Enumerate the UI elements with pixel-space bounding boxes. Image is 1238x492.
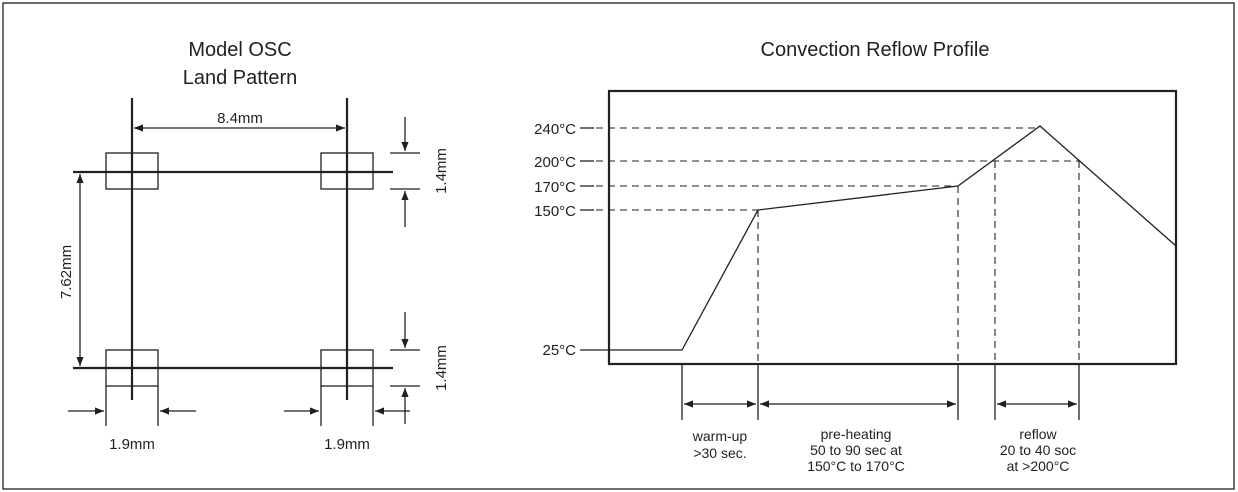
dim-label-top-pad-height: 1.4mm xyxy=(433,148,450,194)
reflow-profile-curve xyxy=(580,125,1177,351)
dim-label-height: 7.62mm xyxy=(58,245,75,299)
reflow-plot-box xyxy=(607,89,1178,366)
phase-label-preheat-line3: 150°C to 170°C xyxy=(807,458,905,474)
pad-top-right xyxy=(320,152,374,190)
land-pattern-title-line1: Model OSC xyxy=(188,39,291,61)
phase-label-reflow-line1: reflow xyxy=(1019,426,1057,442)
phase-label-reflow-line2: 20 to 40 soc xyxy=(1000,442,1076,458)
pad-bottom-left xyxy=(105,349,159,387)
pad-bottom-right xyxy=(320,349,374,387)
land-pattern-title-line2: Land Pattern xyxy=(183,67,298,89)
phase-label-preheat-line1: pre-heating xyxy=(821,426,892,442)
temp-label-25: 25°C xyxy=(542,342,576,359)
dim-label-right-pad-width: 1.9mm xyxy=(324,436,370,453)
temp-label-240: 240°C xyxy=(534,121,576,138)
phase-label-warmup-line2: >30 sec. xyxy=(693,445,746,461)
land-pattern-diagram: Model OSC Land Pattern 8.4mm 7.62mm 1.4m… xyxy=(58,39,450,453)
dim-label-left-pad-width: 1.9mm xyxy=(109,436,155,453)
dim-label-bottom-pad-height: 1.4mm xyxy=(433,345,450,391)
reflow-title: Convection Reflow Profile xyxy=(761,39,990,61)
reflow-profile-diagram: Convection Reflow Profile 240°C 200°C 17… xyxy=(534,39,1178,474)
dim-label-width: 8.4mm xyxy=(217,110,263,127)
temp-label-150: 150°C xyxy=(534,203,576,220)
phase-label-preheat-line2: 50 to 90 sec at xyxy=(810,442,902,458)
phase-label-reflow-line3: at >200°C xyxy=(1007,458,1070,474)
temp-label-170: 170°C xyxy=(534,179,576,196)
phase-label-warmup-line1: warm-up xyxy=(692,428,748,444)
temp-label-200: 200°C xyxy=(534,154,576,171)
pad-top-left xyxy=(105,152,159,190)
